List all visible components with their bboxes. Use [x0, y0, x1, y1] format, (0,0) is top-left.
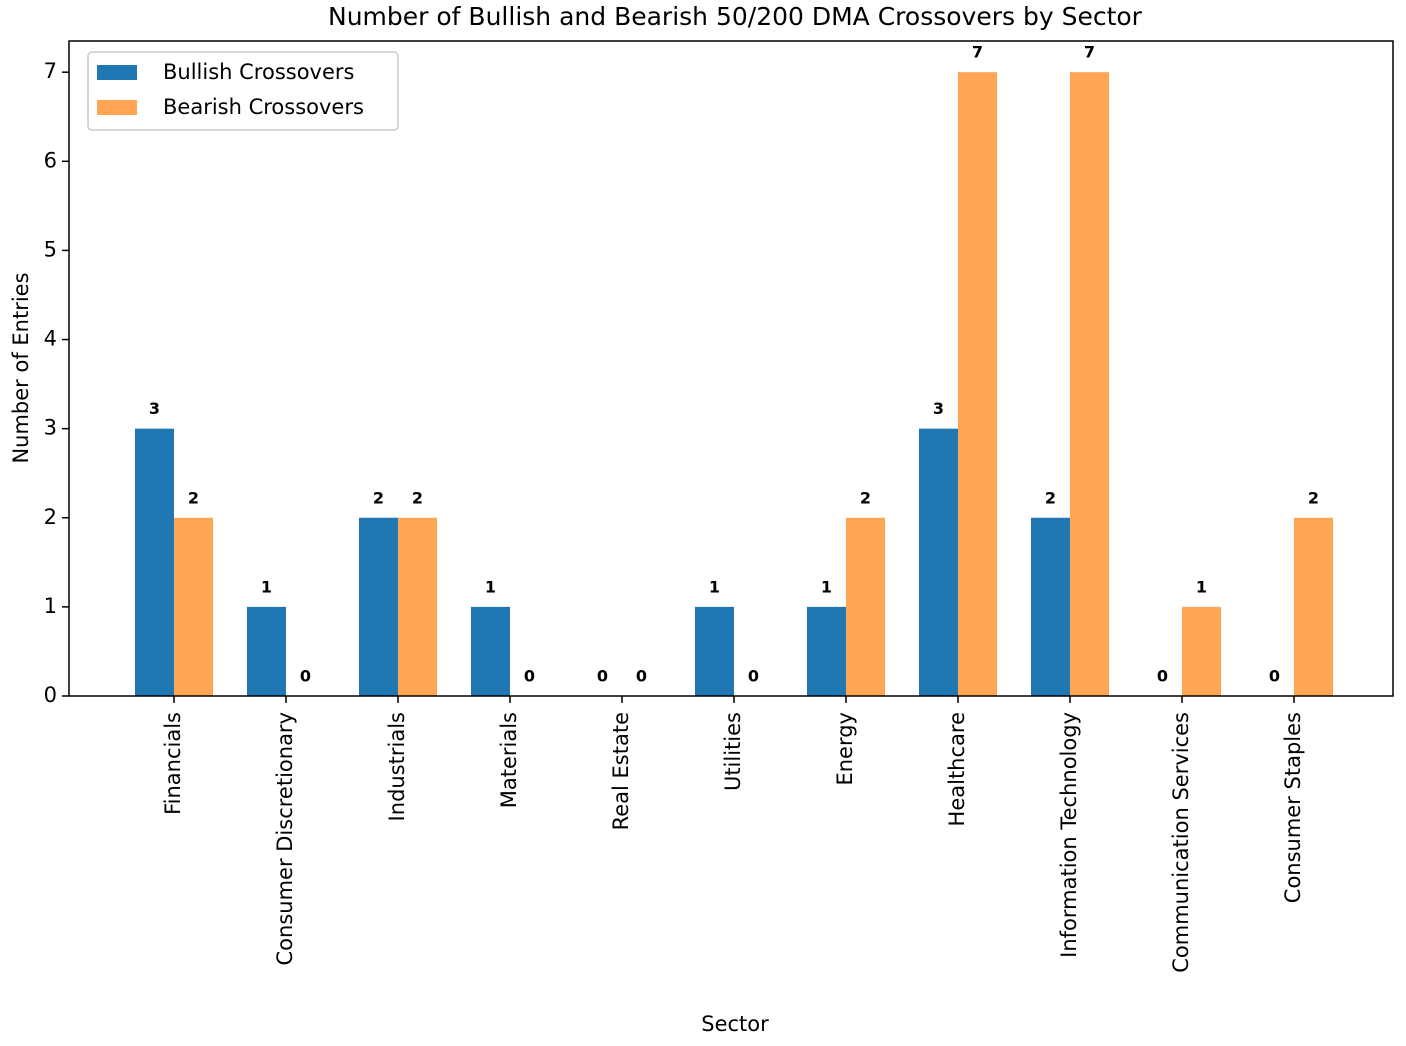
value-label: 3 — [149, 399, 160, 418]
value-label: 2 — [373, 488, 384, 507]
bar — [1294, 517, 1333, 696]
bar — [807, 606, 846, 696]
x-tick-label: Materials — [497, 712, 521, 808]
legend-swatch — [97, 65, 137, 80]
y-axis-label: Number of Entries — [9, 272, 33, 463]
value-label: 0 — [1269, 667, 1280, 686]
bar — [135, 428, 174, 696]
x-axis-label: Sector — [701, 1012, 769, 1036]
value-label: 0 — [300, 667, 311, 686]
bar — [695, 606, 734, 696]
y-tick-label: 3 — [44, 416, 57, 440]
legend-label: Bullish Crossovers — [163, 60, 354, 84]
y-tick-label: 2 — [44, 505, 57, 529]
value-label: 0 — [524, 667, 535, 686]
value-label: 2 — [188, 488, 199, 507]
value-label: 2 — [1045, 488, 1056, 507]
y-tick-label: 6 — [44, 148, 57, 172]
value-label: 7 — [972, 43, 983, 62]
value-label: 0 — [1157, 667, 1168, 686]
x-tick-label: Information Technology — [1057, 712, 1081, 958]
bar — [846, 517, 885, 696]
y-tick-label: 7 — [44, 59, 57, 83]
value-label: 7 — [1084, 43, 1095, 62]
x-tick-label: Industrials — [385, 712, 409, 821]
bar — [958, 72, 997, 696]
x-tick-label: Real Estate — [609, 712, 633, 830]
value-label: 0 — [597, 667, 608, 686]
legend-box — [87, 51, 399, 131]
value-label: 0 — [636, 667, 647, 686]
value-label: 2 — [1308, 488, 1319, 507]
value-label: 3 — [933, 399, 944, 418]
value-label: 2 — [412, 488, 423, 507]
bar — [247, 606, 286, 696]
bar — [174, 517, 213, 696]
bar — [359, 517, 398, 696]
x-tick-label: Energy — [833, 712, 857, 786]
value-label: 1 — [709, 577, 720, 596]
bar — [1182, 606, 1221, 696]
chart-title: Number of Bullish and Bearish 50/200 DMA… — [328, 2, 1143, 31]
bar — [1070, 72, 1109, 696]
value-label: 1 — [261, 577, 272, 596]
value-label: 2 — [860, 488, 871, 507]
y-tick-label: 0 — [44, 683, 57, 707]
legend-label: Bearish Crossovers — [163, 95, 364, 119]
y-tick-label: 1 — [44, 594, 57, 618]
x-tick-label: Communication Services — [1169, 712, 1193, 973]
value-label: 1 — [1196, 577, 1207, 596]
bar — [398, 517, 437, 696]
bar — [919, 428, 958, 696]
legend-swatch — [97, 100, 137, 115]
y-tick-label: 4 — [44, 327, 57, 351]
value-label: 1 — [485, 577, 496, 596]
x-tick-label: Consumer Staples — [1281, 712, 1305, 903]
bar — [1031, 517, 1070, 696]
x-tick-label: Consumer Discretionary — [273, 712, 297, 966]
x-tick-label: Financials — [161, 712, 185, 815]
y-tick-label: 5 — [44, 237, 57, 261]
bar — [471, 606, 510, 696]
plot-frame — [68, 40, 1394, 697]
x-tick-label: Utilities — [721, 712, 745, 791]
value-label: 1 — [821, 577, 832, 596]
x-tick-label: Healthcare — [945, 712, 969, 826]
value-label: 0 — [748, 667, 759, 686]
